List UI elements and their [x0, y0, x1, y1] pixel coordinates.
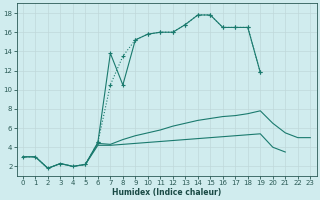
X-axis label: Humidex (Indice chaleur): Humidex (Indice chaleur) — [112, 188, 221, 197]
